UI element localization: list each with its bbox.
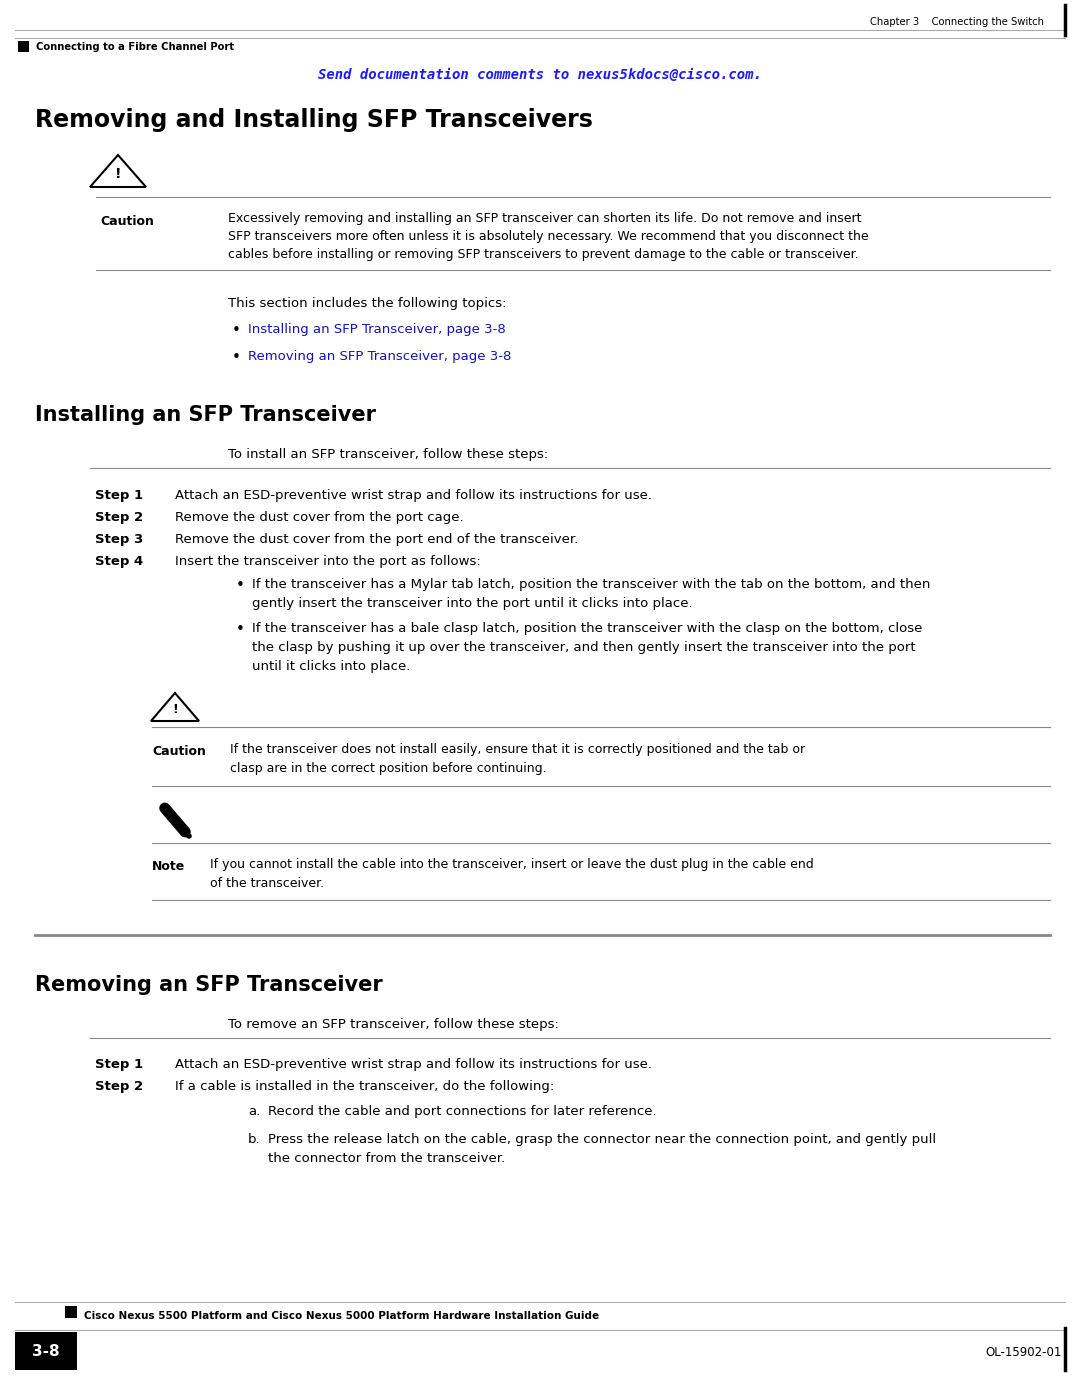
Text: To remove an SFP transceiver, follow these steps:: To remove an SFP transceiver, follow the… bbox=[228, 1018, 558, 1031]
Text: Insert the transceiver into the port as follows:: Insert the transceiver into the port as … bbox=[175, 555, 481, 569]
Text: Attach an ESD-preventive wrist strap and follow its instructions for use.: Attach an ESD-preventive wrist strap and… bbox=[175, 1058, 652, 1071]
Text: Step 2: Step 2 bbox=[95, 511, 144, 524]
Text: Excessively removing and installing an SFP transceiver can shorten its life. Do : Excessively removing and installing an S… bbox=[228, 212, 862, 225]
Text: Remove the dust cover from the port end of the transceiver.: Remove the dust cover from the port end … bbox=[175, 534, 578, 546]
Text: Installing an SFP Transceiver, page 3-8: Installing an SFP Transceiver, page 3-8 bbox=[248, 323, 505, 337]
Text: Step 1: Step 1 bbox=[95, 1058, 144, 1071]
Text: Step 3: Step 3 bbox=[95, 534, 144, 546]
Text: Step 1: Step 1 bbox=[95, 489, 144, 502]
Text: If the transceiver does not install easily, ensure that it is correctly position: If the transceiver does not install easi… bbox=[230, 743, 805, 756]
Text: •: • bbox=[232, 351, 241, 365]
Text: To install an SFP transceiver, follow these steps:: To install an SFP transceiver, follow th… bbox=[228, 448, 549, 461]
Text: b.: b. bbox=[248, 1133, 260, 1146]
Text: the connector from the transceiver.: the connector from the transceiver. bbox=[268, 1153, 505, 1165]
Text: the clasp by pushing it up over the transceiver, and then gently insert the tran: the clasp by pushing it up over the tran… bbox=[252, 641, 916, 654]
Text: Cisco Nexus 5500 Platform and Cisco Nexus 5000 Platform Hardware Installation Gu: Cisco Nexus 5500 Platform and Cisco Nexu… bbox=[84, 1310, 599, 1322]
Text: Send documentation comments to nexus5kdocs@cisco.com.: Send documentation comments to nexus5kdo… bbox=[319, 68, 761, 82]
Text: If the transceiver has a Mylar tab latch, position the transceiver with the tab : If the transceiver has a Mylar tab latch… bbox=[252, 578, 930, 591]
Text: a.: a. bbox=[248, 1105, 260, 1118]
Text: Record the cable and port connections for later reference.: Record the cable and port connections fo… bbox=[268, 1105, 657, 1118]
Text: Caution: Caution bbox=[100, 215, 153, 228]
Text: of the transceiver.: of the transceiver. bbox=[210, 877, 324, 890]
Bar bbox=[65, 1306, 77, 1317]
Text: •: • bbox=[237, 622, 245, 637]
Text: Removing an SFP Transceiver, page 3-8: Removing an SFP Transceiver, page 3-8 bbox=[248, 351, 511, 363]
Text: Removing an SFP Transceiver: Removing an SFP Transceiver bbox=[35, 975, 382, 995]
Text: This section includes the following topics:: This section includes the following topi… bbox=[228, 298, 507, 310]
Text: •: • bbox=[232, 323, 241, 338]
Text: If the transceiver has a bale clasp latch, position the transceiver with the cla: If the transceiver has a bale clasp latc… bbox=[252, 622, 922, 636]
Text: Press the release latch on the cable, grasp the connector near the connection po: Press the release latch on the cable, gr… bbox=[268, 1133, 936, 1146]
Text: Chapter 3    Connecting the Switch: Chapter 3 Connecting the Switch bbox=[870, 17, 1044, 27]
Text: cables before installing or removing SFP transceivers to prevent damage to the c: cables before installing or removing SFP… bbox=[228, 249, 859, 261]
FancyArrowPatch shape bbox=[187, 834, 189, 835]
Text: Attach an ESD-preventive wrist strap and follow its instructions for use.: Attach an ESD-preventive wrist strap and… bbox=[175, 489, 652, 502]
Text: Step 2: Step 2 bbox=[95, 1080, 144, 1092]
Text: •: • bbox=[237, 578, 245, 592]
Text: 3-8: 3-8 bbox=[32, 1344, 59, 1359]
Text: Removing and Installing SFP Transceivers: Removing and Installing SFP Transceivers bbox=[35, 108, 593, 131]
Bar bbox=[18, 41, 29, 52]
Text: Step 4: Step 4 bbox=[95, 555, 144, 569]
Text: clasp are in the correct position before continuing.: clasp are in the correct position before… bbox=[230, 761, 546, 775]
Text: !: ! bbox=[114, 168, 121, 182]
Text: until it clicks into place.: until it clicks into place. bbox=[252, 659, 410, 673]
Text: gently insert the transceiver into the port until it clicks into place.: gently insert the transceiver into the p… bbox=[252, 597, 692, 610]
Text: SFP transceivers more often unless it is absolutely necessary. We recommend that: SFP transceivers more often unless it is… bbox=[228, 231, 868, 243]
Text: Installing an SFP Transceiver: Installing an SFP Transceiver bbox=[35, 405, 376, 425]
Bar bbox=[15, 1331, 77, 1370]
Text: If you cannot install the cable into the transceiver, insert or leave the dust p: If you cannot install the cable into the… bbox=[210, 858, 813, 870]
Text: If a cable is installed in the transceiver, do the following:: If a cable is installed in the transceiv… bbox=[175, 1080, 554, 1092]
Text: Connecting to a Fibre Channel Port: Connecting to a Fibre Channel Port bbox=[36, 42, 234, 52]
FancyArrowPatch shape bbox=[165, 807, 185, 831]
Text: Note: Note bbox=[152, 861, 186, 873]
Text: OL-15902-01: OL-15902-01 bbox=[985, 1345, 1062, 1358]
Text: !: ! bbox=[172, 703, 178, 717]
Text: Remove the dust cover from the port cage.: Remove the dust cover from the port cage… bbox=[175, 511, 463, 524]
Text: Caution: Caution bbox=[152, 745, 206, 759]
